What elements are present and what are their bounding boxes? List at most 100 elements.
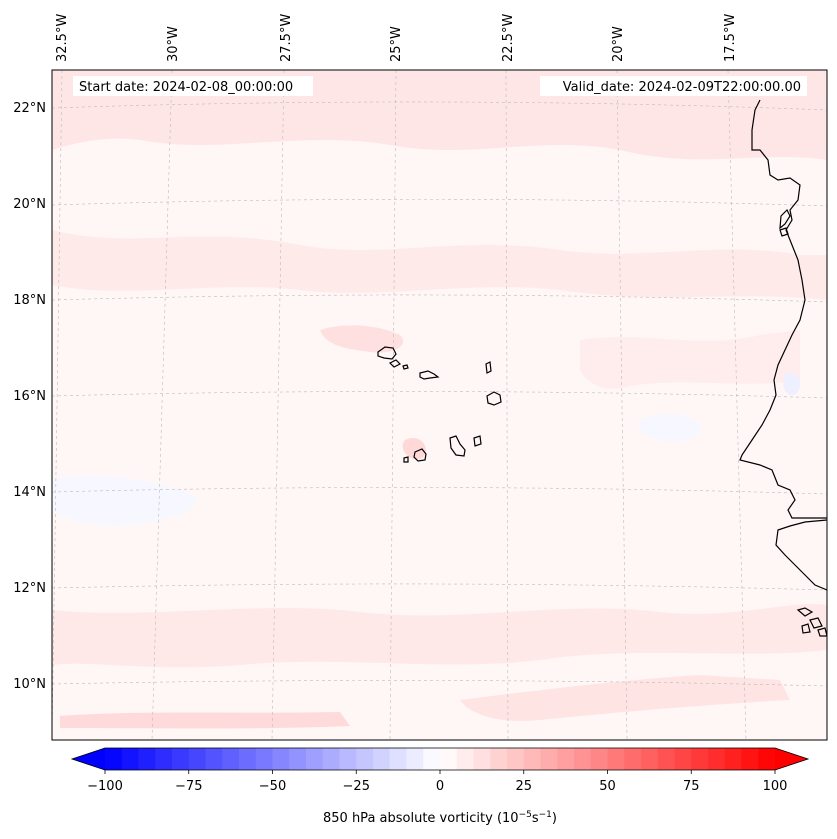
colorbar-segment	[657, 748, 675, 770]
colorbar-segment	[205, 748, 223, 770]
colorbar-segment	[406, 748, 424, 770]
vorticity-band-south-edge	[60, 712, 350, 729]
colorbar-segment	[188, 748, 206, 770]
colorbar-tick-label: 100	[763, 779, 788, 794]
colorbar-segment	[490, 748, 508, 770]
lat-label-10n: 10°N	[13, 677, 46, 692]
lat-label-22n: 22°N	[13, 101, 46, 116]
map-panel: Start date: 2024-02-08_00:00:00 Valid_da…	[13, 14, 828, 741]
island-sao-vicente	[388, 359, 402, 368]
vorticity-band-southeast	[460, 675, 790, 721]
vorticity-field	[52, 70, 827, 729]
lat-label-20n: 20°N	[13, 197, 46, 212]
valid-date-box	[540, 76, 807, 96]
colorbar-tick-label: 75	[683, 779, 700, 794]
africa-coastline-south	[775, 519, 827, 591]
colorbar-segment	[741, 748, 759, 770]
colorbar-segment	[691, 748, 709, 770]
colorbar-segment	[557, 748, 575, 770]
island-sal	[485, 361, 492, 374]
island-santa-luzia	[402, 364, 409, 370]
colorbar-ticks: −100 −75 −50 −25 0 25 50 75 100	[87, 770, 787, 794]
colorbar-segment	[172, 748, 190, 770]
colorbar-segment	[590, 748, 608, 770]
colorbar-segment	[373, 748, 391, 770]
island-fogo	[413, 448, 427, 462]
colorbar-segment	[456, 748, 474, 770]
start-date-box	[73, 76, 313, 96]
colorbar-segment	[607, 748, 625, 770]
colorbar-segment	[708, 748, 726, 770]
vorticity-band-south	[52, 604, 827, 668]
colorbar-segment	[339, 748, 357, 770]
colorbar-segment	[641, 748, 659, 770]
colorbar-segment	[389, 748, 407, 770]
lon-label-27-5w: 27.5°W	[279, 14, 294, 62]
colorbar-segment	[540, 748, 558, 770]
longitude-labels: 32.5°W 30°W 27.5°W 25°W 22.5°W 20°W 17.5…	[55, 14, 738, 62]
colorbar-segment	[758, 748, 776, 770]
colorbar-tick-label: 50	[599, 779, 616, 794]
latitude-labels: 22°N 20°N 18°N 16°N 14°N 12°N 10°N	[13, 101, 46, 692]
colorbar-segment	[674, 748, 692, 770]
vorticity-negative-patch-coast	[783, 372, 801, 396]
lon-label-32-5w: 32.5°W	[55, 14, 70, 62]
colorbar-segment	[322, 748, 340, 770]
lon-label-22-5w: 22.5°W	[501, 14, 516, 62]
colorbar-segment	[272, 748, 290, 770]
colorbar-label: 850 hPa absolute vorticity (10−5s−1)	[323, 810, 557, 826]
lon-label-30w: 30°W	[166, 26, 181, 62]
colorbar-extend-max	[775, 748, 808, 770]
island-brava	[403, 456, 409, 463]
colorbar-segment	[624, 748, 642, 770]
colorbar-tick-label: −25	[343, 779, 370, 794]
vorticity-patch-islands-2	[402, 438, 426, 460]
coastlines	[377, 99, 827, 637]
map-frame	[51, 69, 828, 741]
island-santiago	[449, 435, 466, 457]
island-sao-nicolau	[419, 370, 440, 380]
lat-label-12n: 12°N	[13, 581, 46, 596]
colorbar-segment	[507, 748, 525, 770]
vorticity-band-central	[580, 330, 800, 389]
colorbar-segment	[473, 748, 491, 770]
colorbar-segment	[138, 748, 156, 770]
colorbar-tick-label: 25	[515, 779, 532, 794]
colorbar-segment	[423, 748, 441, 770]
lon-label-25w: 25°W	[389, 26, 404, 62]
colorbar-segment	[255, 748, 273, 770]
colorbar-segment	[724, 748, 742, 770]
colorbar-segment	[222, 748, 240, 770]
colorbar-segments	[72, 748, 808, 770]
colorbar: −100 −75 −50 −25 0 25 50 75 100 850 hPa absolute…	[70, 747, 810, 826]
vorticity-negative-patch-east	[638, 413, 701, 442]
colorbar-segment	[523, 748, 541, 770]
lat-label-18n: 18°N	[13, 293, 46, 308]
lon-label-20w: 20°W	[611, 26, 626, 62]
lat-label-16n: 16°N	[13, 389, 46, 404]
lon-label-17-5w: 17.5°W	[723, 14, 738, 62]
canary-fragments	[779, 208, 791, 237]
colorbar-segment	[289, 748, 307, 770]
colorbar-tick-label: 0	[436, 779, 444, 794]
vorticity-band-north-2	[52, 230, 827, 300]
africa-coastline	[739, 99, 827, 519]
colorbar-segment	[306, 748, 324, 770]
colorbar-segment	[121, 748, 139, 770]
guinea-bissau-islands	[796, 607, 827, 637]
colorbar-extend-min	[72, 748, 105, 770]
colorbar-segment	[356, 748, 374, 770]
colorbar-segment	[574, 748, 592, 770]
lat-label-14n: 14°N	[13, 485, 46, 500]
colorbar-tick-label: −50	[259, 779, 286, 794]
island-boa-vista	[486, 391, 502, 406]
vorticity-patch-islands	[320, 325, 404, 353]
colorbar-segment	[105, 748, 123, 770]
colorbar-tick-label: −100	[87, 779, 123, 794]
map-gridlines	[52, 70, 827, 740]
start-date-label: Start date: 2024-02-08_00:00:00	[79, 80, 293, 95]
island-maio	[473, 435, 482, 447]
valid-date-label: Valid_date: 2024-02-09T22:00:00.00	[563, 80, 801, 95]
vorticity-negative-patch-west	[52, 475, 197, 527]
